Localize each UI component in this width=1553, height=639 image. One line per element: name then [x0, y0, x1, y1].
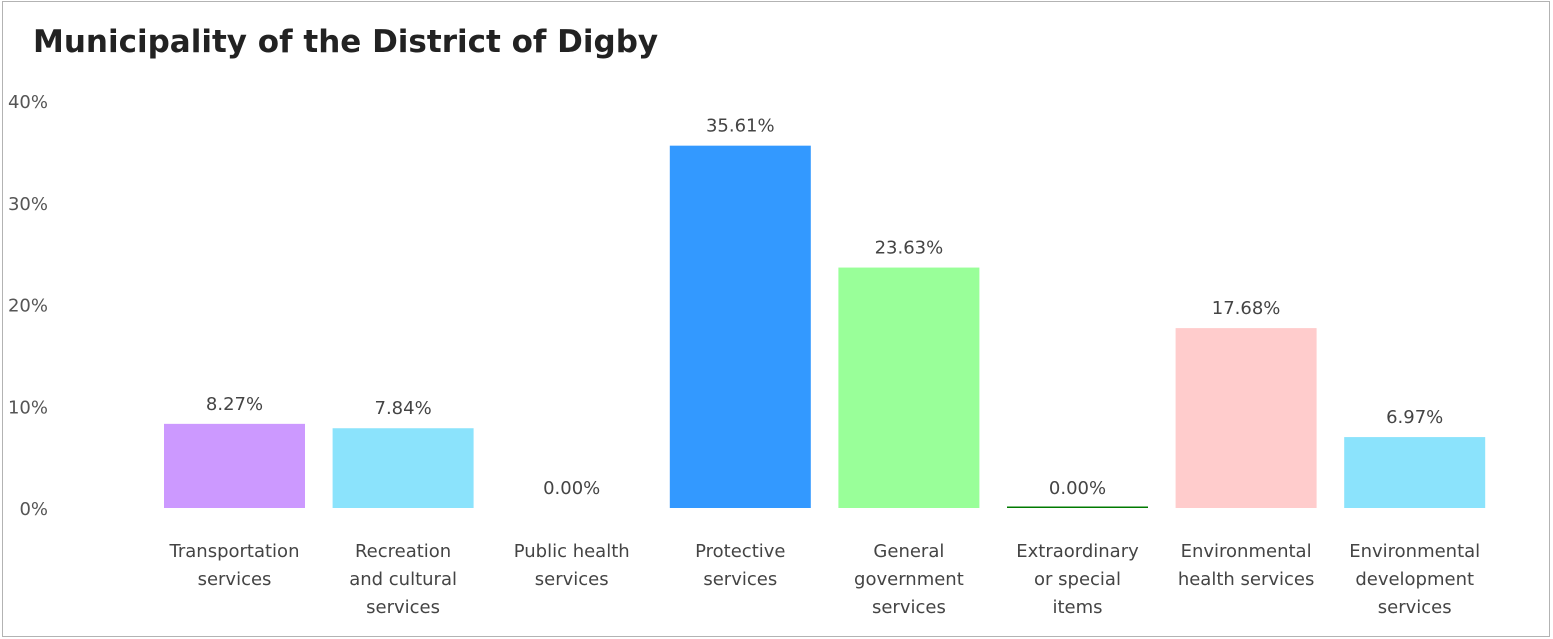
y-tick-label: 0%	[19, 499, 48, 520]
x-tick-label: services	[872, 597, 946, 618]
x-tick-label: services	[703, 569, 777, 590]
x-tick-label: Environmental	[1181, 541, 1312, 562]
x-tick-label: health services	[1178, 569, 1315, 590]
y-tick-label: 30%	[8, 194, 48, 215]
x-tick-label: items	[1052, 597, 1102, 618]
bar	[838, 267, 980, 508]
y-tick-label: 40%	[8, 92, 48, 113]
bar	[1175, 328, 1317, 508]
bar	[1344, 437, 1486, 508]
data-label: 23.63%	[875, 238, 944, 259]
x-tick-label: Protective	[695, 541, 785, 562]
x-tick-label: Recreation	[355, 541, 451, 562]
x-tick-label: services	[198, 569, 272, 590]
data-label: 35.61%	[706, 116, 775, 137]
bar	[501, 506, 643, 508]
x-tick-label: Public health	[514, 541, 630, 562]
data-label: 6.97%	[1386, 407, 1443, 428]
data-label: 0.00%	[543, 478, 600, 499]
bar	[1007, 506, 1148, 508]
data-label: 7.84%	[375, 398, 432, 419]
chart-title: Municipality of the District of Digby	[33, 24, 659, 60]
y-tick-label: 20%	[8, 296, 48, 317]
data-label: 8.27%	[206, 394, 263, 415]
data-label: 17.68%	[1212, 298, 1281, 319]
x-tick-label: Transportation	[169, 541, 300, 562]
x-tick-label: General	[873, 541, 944, 562]
x-tick-label: Environmental	[1349, 541, 1480, 562]
x-tick-label: services	[535, 569, 609, 590]
x-tick-label: development	[1355, 569, 1474, 590]
x-tick-label: services	[1378, 597, 1452, 618]
data-label: 0.00%	[1049, 478, 1106, 499]
bar	[332, 428, 474, 508]
x-tick-label: services	[366, 597, 440, 618]
x-tick-label: or special	[1034, 569, 1121, 590]
x-tick-label: government	[854, 569, 964, 590]
x-tick-label: Extraordinary	[1016, 541, 1139, 562]
y-tick-label: 10%	[8, 397, 48, 418]
x-tick-label: and cultural	[349, 569, 457, 590]
bar	[669, 145, 811, 508]
bar	[164, 423, 305, 508]
